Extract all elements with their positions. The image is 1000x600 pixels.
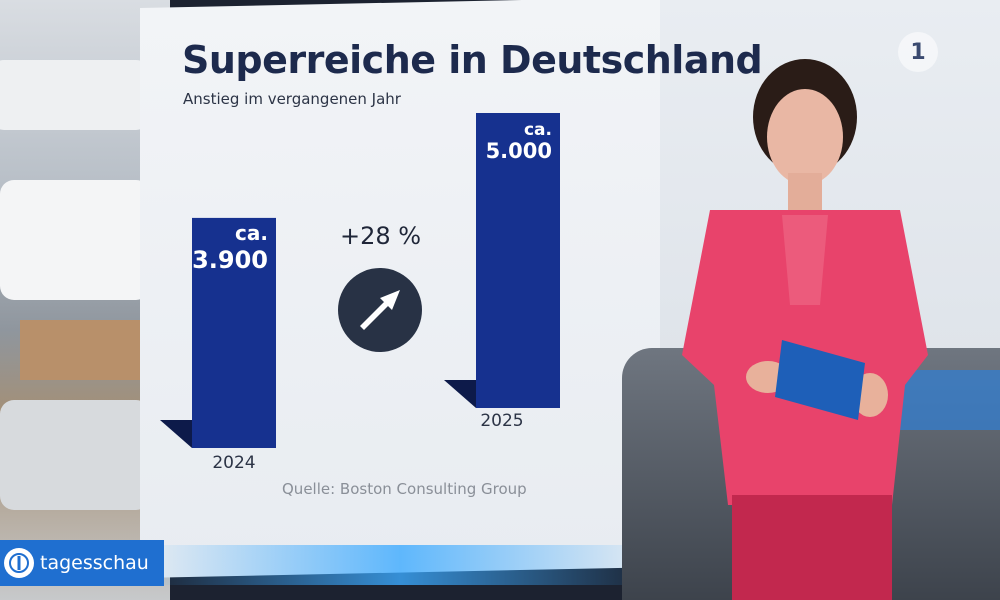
- up-right-arrow-icon: [338, 268, 422, 352]
- bar-value-label: 5.000: [486, 139, 552, 163]
- yacht-deck: [20, 320, 150, 380]
- bar-value-prefix: ca.: [235, 221, 268, 245]
- x-tick-label: 2025: [480, 411, 523, 431]
- floor-light: [140, 545, 660, 585]
- globe-icon: [9, 553, 29, 573]
- presenter-figure: [682, 59, 928, 600]
- x-tick-label: 2024: [212, 453, 255, 473]
- bar-shadow: [160, 420, 192, 448]
- bar-value-prefix: ca.: [524, 120, 552, 140]
- yacht-hull: [0, 400, 150, 510]
- arrow-glyph: [360, 290, 400, 330]
- chart-title: Superreiche in Deutschland: [182, 38, 763, 82]
- channel-logo-icon: 1: [898, 32, 938, 72]
- change-annotation: +28 %: [340, 222, 422, 250]
- yacht-hull: [0, 60, 150, 130]
- bar-value-label: 3.900: [192, 246, 268, 274]
- tagesschau-logo-text: tagesschau: [40, 552, 149, 574]
- bar-2025: [476, 113, 560, 408]
- yacht-hull: [0, 180, 150, 300]
- bar-2024: [192, 217, 276, 448]
- bar-shadow: [444, 380, 476, 408]
- tagesschau-logo-bug: tagesschau: [0, 540, 164, 586]
- source-note: Quelle: Boston Consulting Group: [282, 480, 527, 498]
- tagesschau-logo-icon: [4, 548, 34, 578]
- chart-subtitle: Anstieg im vergangenen Jahr: [183, 90, 401, 108]
